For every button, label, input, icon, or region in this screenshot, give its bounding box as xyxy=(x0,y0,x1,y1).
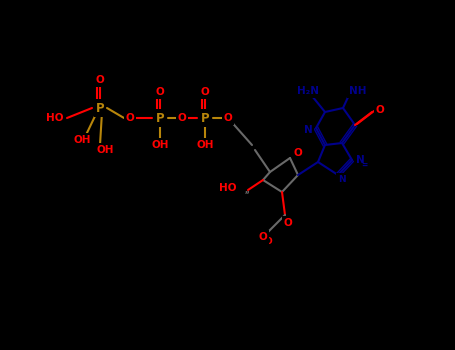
Text: N: N xyxy=(356,155,364,165)
Text: ,,: ,, xyxy=(245,187,251,196)
Text: NH: NH xyxy=(349,86,367,96)
Text: OH: OH xyxy=(196,140,214,150)
Text: O: O xyxy=(258,232,268,242)
Text: =: = xyxy=(361,161,367,169)
Text: O: O xyxy=(156,87,164,97)
Text: O: O xyxy=(223,113,233,123)
Text: P: P xyxy=(201,112,209,125)
Text: O: O xyxy=(177,113,187,123)
Text: O: O xyxy=(283,218,293,228)
Text: OH: OH xyxy=(151,140,169,150)
Text: HO: HO xyxy=(217,185,235,195)
Text: P: P xyxy=(96,102,104,114)
Text: H₂N: H₂N xyxy=(297,86,319,96)
Text: OH: OH xyxy=(96,145,114,155)
Text: N: N xyxy=(338,175,346,184)
Text: HO: HO xyxy=(46,113,64,123)
Text: O: O xyxy=(126,113,134,123)
Text: N: N xyxy=(303,125,313,135)
Text: O: O xyxy=(264,238,272,246)
Text: HO: HO xyxy=(219,183,237,193)
Text: O: O xyxy=(201,87,209,97)
Text: O: O xyxy=(293,148,303,158)
Text: P: P xyxy=(156,112,164,125)
Text: O: O xyxy=(96,75,104,85)
Text: OH: OH xyxy=(73,135,91,145)
Text: O: O xyxy=(376,105,384,115)
